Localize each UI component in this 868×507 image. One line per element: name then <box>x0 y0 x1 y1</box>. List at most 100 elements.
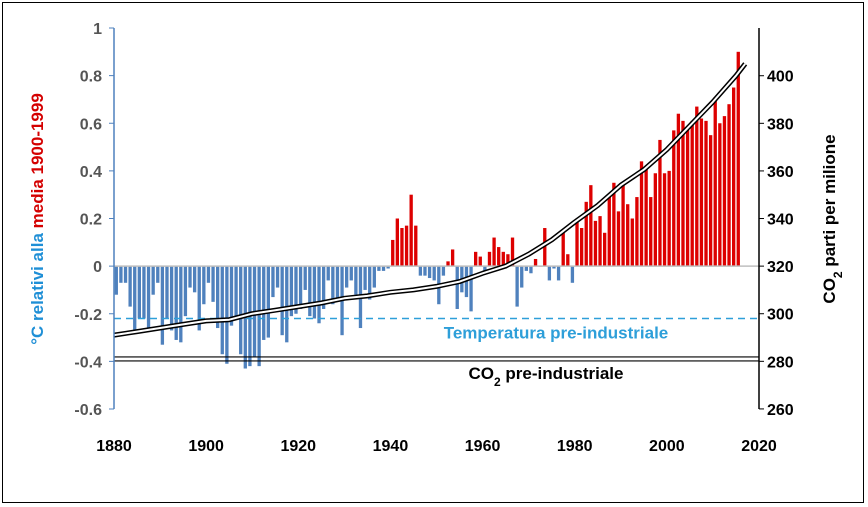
left-axis-label: °C relativi alla media 1900-1999 <box>28 93 47 345</box>
right-tick-340: 340 <box>767 212 794 229</box>
temp-bar-1965 <box>506 254 510 267</box>
temp-bar-1967 <box>515 266 519 307</box>
temp-bar-1996 <box>649 197 653 267</box>
left-tick-1: 1 <box>93 21 102 38</box>
temp-bar-1951 <box>441 266 446 276</box>
temp-bar-2004 <box>685 128 690 267</box>
temp-bar-1953 <box>450 249 455 267</box>
temp-bar-1987 <box>607 194 611 267</box>
temp-bar-1944 <box>409 194 413 267</box>
temp-bar-1954 <box>455 266 459 309</box>
x-tick-1880: 1880 <box>96 438 132 455</box>
temp-bar-1986 <box>603 232 607 267</box>
temp-bar-2005 <box>690 120 694 267</box>
temp-bar-1891 <box>165 266 169 319</box>
temp-bar-1977 <box>561 232 565 267</box>
temp-bar-1924 <box>317 266 321 324</box>
temp-bar-1911 <box>257 266 261 367</box>
co2-curve-inner <box>113 63 746 337</box>
temp-bar-1998 <box>658 139 662 267</box>
left-tick--0.6: -0.6 <box>74 402 102 419</box>
preindustrial-co2-label-sub: 2 <box>494 375 501 389</box>
right-tick-380: 380 <box>767 116 794 133</box>
temp-bar-1931 <box>349 266 353 281</box>
temp-bar-2012 <box>722 116 727 267</box>
temp-bar-1916 <box>280 266 284 336</box>
temp-bar-1901 <box>211 266 215 302</box>
left-tick-0: 0 <box>93 259 102 276</box>
temp-bar-2008 <box>704 120 708 267</box>
temp-bar-1900 <box>206 266 211 283</box>
temp-bar-1932 <box>354 266 358 295</box>
temp-bar-1947 <box>423 266 427 276</box>
temp-bar-1939 <box>386 266 390 269</box>
temp-bar-1974 <box>547 266 552 281</box>
right-tick-260: 260 <box>767 402 794 419</box>
temp-bar-1952 <box>446 261 450 267</box>
temp-bar-1970 <box>529 266 533 274</box>
temp-bar-1943 <box>404 225 409 267</box>
temp-bar-1887 <box>146 266 151 329</box>
temp-bar-1937 <box>377 266 381 271</box>
temp-bar-1927 <box>331 266 335 305</box>
temp-bar-1984 <box>593 220 598 267</box>
temp-bar-2001 <box>672 130 676 267</box>
temp-bar-1882 <box>123 266 128 283</box>
temp-bar-1920 <box>298 266 303 309</box>
temp-bar-1978 <box>566 254 570 267</box>
temp-bar-1914 <box>271 266 275 298</box>
temp-bar-1903 <box>220 266 224 355</box>
temp-bar-1957 <box>469 266 473 312</box>
temp-bar-1969 <box>524 266 528 271</box>
temp-bar-1948 <box>427 266 432 279</box>
temp-bar-1913 <box>266 266 270 338</box>
right-tick-360: 360 <box>767 164 794 181</box>
right-axis-label-suffix: parti per milione <box>820 134 839 271</box>
temp-bar-1883 <box>128 266 132 307</box>
temp-bar-1897 <box>192 266 197 293</box>
temp-bar-2007 <box>699 118 704 267</box>
temp-bar-1886 <box>142 266 146 319</box>
left-tick-0.6: 0.6 <box>80 116 102 133</box>
temp-bar-1935 <box>368 266 372 300</box>
right-tick-300: 300 <box>767 307 794 324</box>
temp-bar-1964 <box>501 251 505 267</box>
x-tick-1920: 1920 <box>280 438 316 455</box>
temp-bar-1990 <box>621 185 625 267</box>
temp-bar-1895 <box>183 266 188 317</box>
temp-bar-1971 <box>533 258 538 267</box>
temp-bar-1946 <box>418 266 423 276</box>
left-tick-0.4: 0.4 <box>80 164 102 181</box>
temp-bar-2014 <box>732 87 736 267</box>
x-tick-1900: 1900 <box>188 438 224 455</box>
right-tick-280: 280 <box>767 354 794 371</box>
temp-bar-1912 <box>262 266 266 340</box>
temp-bar-1989 <box>616 211 621 267</box>
temp-bar-1899 <box>202 266 206 305</box>
temp-bar-1968 <box>520 266 524 288</box>
temp-bar-1917 <box>285 266 289 343</box>
left-axis-label-part2: media 1900-1999 <box>28 93 47 228</box>
temp-bar-2002 <box>676 113 681 267</box>
temp-bar-1997 <box>653 173 657 267</box>
temp-bar-1992 <box>630 218 634 267</box>
temp-bar-1949 <box>432 266 436 281</box>
temp-bar-1934 <box>363 266 367 290</box>
temp-bar-1958 <box>474 251 478 267</box>
temp-bar-1884 <box>133 266 137 333</box>
temp-bar-2013 <box>727 104 731 267</box>
temp-bar-2010 <box>713 97 717 267</box>
x-tick-1940: 1940 <box>373 438 409 455</box>
temp-bar-1994 <box>639 161 644 267</box>
x-tick-2000: 2000 <box>649 438 685 455</box>
right-axis-label-sub: 2 <box>831 271 845 278</box>
temp-bar-1922 <box>308 266 312 317</box>
right-tick-400: 400 <box>767 69 794 86</box>
preindustrial-co2-label-suffix: pre-industriale <box>501 364 624 383</box>
temp-bar-1905 <box>229 266 234 326</box>
preindustrial-co2-label-prefix: CO <box>469 364 495 383</box>
temp-bar-1991 <box>626 204 630 267</box>
temp-bar-2009 <box>708 135 713 267</box>
